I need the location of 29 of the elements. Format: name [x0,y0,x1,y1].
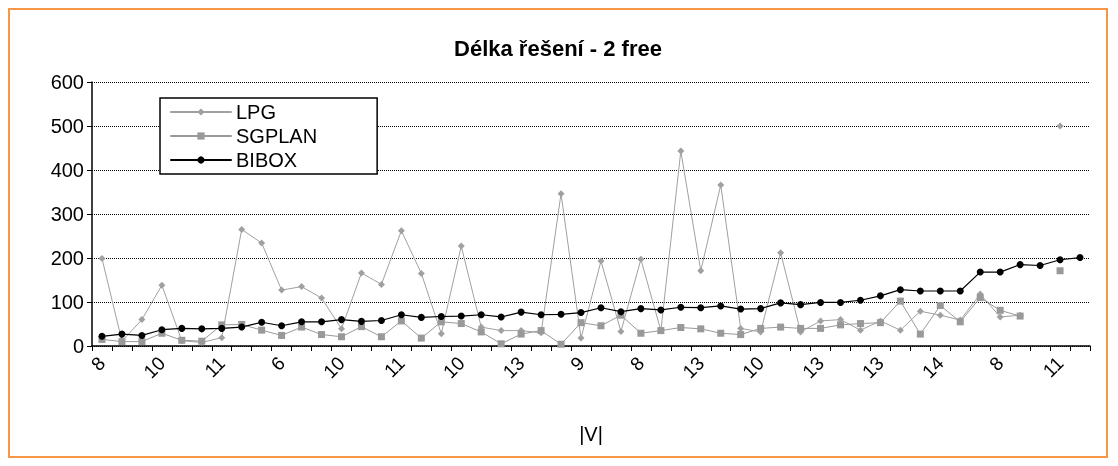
y-tick-label: 600 [50,71,84,93]
x-tick-label: 10 [319,352,349,383]
x-tick-label: 11 [380,352,409,382]
x-tick-label: 8 [87,352,110,375]
x-tick-label: 9 [566,352,589,375]
x-tick-label: 13 [678,352,709,383]
x-tick-label: 10 [438,352,469,383]
x-axis-title: |V| [579,423,603,445]
x-tick-label: 10 [738,352,769,383]
y-tick-label: 300 [50,203,84,225]
legend-label: LPG [236,101,277,123]
x-tick-label: 13 [498,352,529,383]
x-tick-label: 10 [139,352,170,383]
chart-title: Délka řešení - 2 free [454,35,662,61]
y-tick-label: 400 [50,159,84,181]
x-tick-label: 13 [858,352,888,383]
x-tick-label: 11 [1038,352,1068,382]
y-tick-label: 500 [50,115,84,137]
x-tick-label: 13 [798,352,828,383]
x-tick-label: 8 [985,352,1008,375]
x-tick-label: 8 [626,352,649,375]
x-tick-label: 14 [917,352,948,383]
y-tick-label: 100 [50,291,84,313]
legend-label: BIBOX [236,149,298,171]
x-tick-label: 11 [200,352,230,382]
legend-label: SGPLAN [236,125,318,147]
x-tick-label: 6 [266,352,290,375]
y-tick-label: 200 [50,247,84,269]
y-tick-label: 0 [72,335,84,357]
